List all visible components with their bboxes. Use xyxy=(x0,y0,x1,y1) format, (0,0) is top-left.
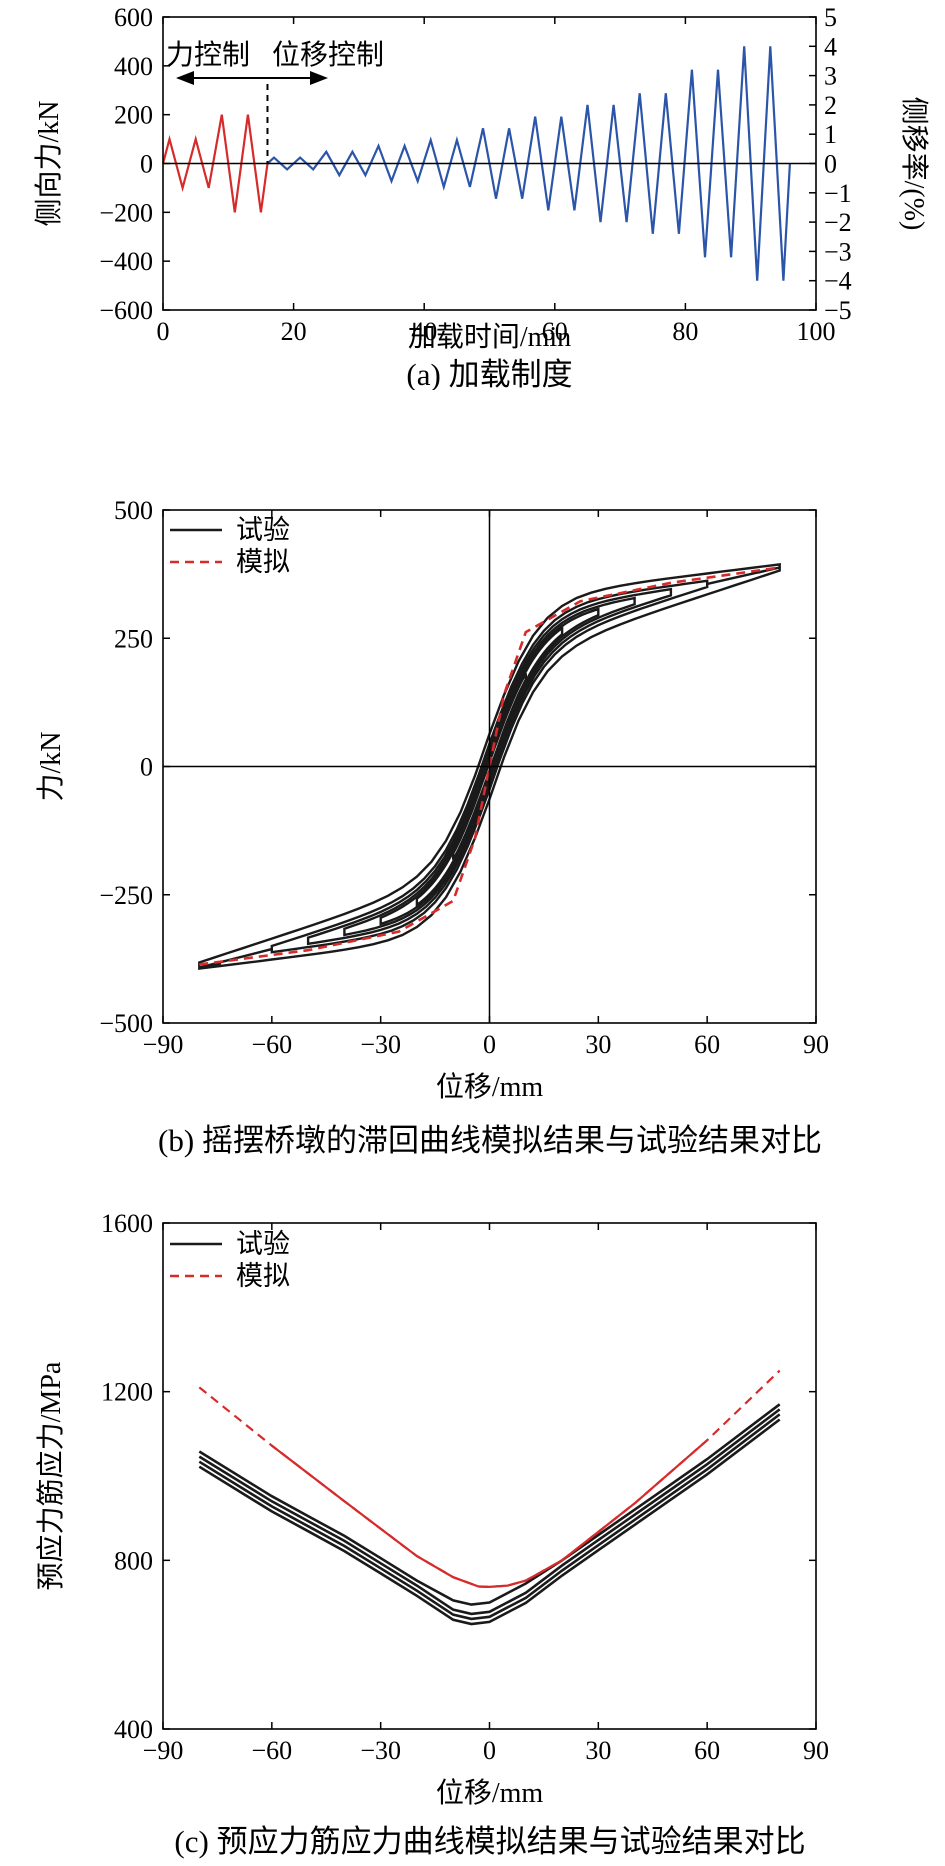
y-axis-label: 力/kN xyxy=(35,731,67,801)
caption: (c) 预应力筋应力曲线模拟结果与试验结果对比 xyxy=(174,1824,805,1859)
x-axis-label: 位移/mm xyxy=(436,1777,544,1809)
y2-tick-label: 5 xyxy=(824,3,837,32)
y2-tick-label: 3 xyxy=(824,62,837,91)
y-tick-label: 800 xyxy=(114,1546,153,1575)
x-tick-label: −60 xyxy=(251,1030,292,1059)
x-axis-label: 加载时间/min xyxy=(408,321,571,353)
x-tick-label: 90 xyxy=(803,1030,829,1059)
y-tick-label: 0 xyxy=(140,150,153,179)
x-tick-label: 30 xyxy=(585,1030,611,1059)
tendon-stress-chart: −90 −60 −30 0 30 60 90 400 800 1200 1600 试验 模拟 预应力… xyxy=(35,1209,829,1859)
legend-test-label: 试验 xyxy=(236,515,290,545)
x-tick-label: 60 xyxy=(694,1030,720,1059)
test-stress-curve xyxy=(198,1408,781,1616)
y-tick-label: −200 xyxy=(99,198,153,227)
y-axis-label: 预应力筋应力/MPa xyxy=(35,1361,67,1590)
y2-tick-label: 2 xyxy=(824,91,837,120)
y-tick-label: −600 xyxy=(99,296,153,325)
x-tick-label: 20 xyxy=(281,317,307,346)
x-tick-label: 90 xyxy=(803,1736,829,1765)
x-tick-label: 60 xyxy=(542,317,568,346)
x-tick-label: −90 xyxy=(143,1736,184,1765)
x-tick-label: −90 xyxy=(143,1030,184,1059)
y2-tick-label: 1 xyxy=(824,120,837,149)
y2-tick-label: −1 xyxy=(824,179,852,208)
y2-tick-label: −2 xyxy=(824,208,852,237)
test-hysteresis-loop xyxy=(343,596,636,937)
x-tick-label: −60 xyxy=(251,1736,292,1765)
displacement-control-series xyxy=(266,46,791,281)
y-axis-label: 侧向力/kN xyxy=(33,100,65,226)
y-tick-label: 500 xyxy=(114,496,153,525)
control-arrow-right-head xyxy=(310,71,328,85)
caption: (a) 加载制度 xyxy=(406,357,572,390)
y2-tick-label: −3 xyxy=(824,237,852,266)
test-hysteresis-loop xyxy=(270,579,709,954)
x-tick-label: −30 xyxy=(360,1736,401,1765)
legend-test-label: 试验 xyxy=(236,1229,290,1259)
x-tick-label: 60 xyxy=(694,1736,720,1765)
y2-tick-label: 4 xyxy=(824,32,837,61)
legend-sim-label: 模拟 xyxy=(236,1261,290,1291)
y2-axis-label: 侧移率/(%) xyxy=(898,97,930,231)
test-tip-neg xyxy=(199,947,273,969)
y-tick-label: 400 xyxy=(114,1715,153,1744)
test-hysteresis-loop xyxy=(306,587,673,946)
panel-a: 0 20 40 60 80 100 −600 −400 −200 0 200 400 600 −5 −4 −3… xyxy=(0,0,945,390)
y2-tick-label: 0 xyxy=(824,150,837,179)
y-tick-label: 400 xyxy=(114,52,153,81)
x-tick-label: 80 xyxy=(672,317,698,346)
y-tick-label: −500 xyxy=(99,1009,153,1038)
control-arrow-left-head xyxy=(176,71,194,85)
y-tick-label: 600 xyxy=(114,3,153,32)
y-tick-label: 200 xyxy=(114,101,153,130)
x-tick-label: −30 xyxy=(360,1030,401,1059)
y-tick-label: −400 xyxy=(99,247,153,276)
loading-protocol-chart: 0 20 40 60 80 100−600−400−2000200400600−5−4−3… xyxy=(33,3,930,390)
test-stress-curve xyxy=(198,1418,781,1626)
y-tick-label: 0 xyxy=(140,753,153,782)
y-tick-label: −250 xyxy=(99,881,153,910)
sim-stress-curve-solid xyxy=(271,1439,708,1589)
test-tip-pos xyxy=(706,566,780,586)
sim-series xyxy=(199,566,780,966)
hysteresis-chart: −90 −60 −30 0 30 60 90 −500 −250 0 250 500 试验 模拟 力/… xyxy=(35,496,829,1158)
legend-sim-label: 模拟 xyxy=(236,547,290,577)
panel-b: −90 −60 −30 0 30 60 90 −500 −250 0 250 500 试验 模拟 力/… xyxy=(0,480,945,1170)
y2-tick-label: −5 xyxy=(824,296,852,325)
y2-tick-label: −4 xyxy=(824,267,852,296)
y-tick-label: 1200 xyxy=(101,1378,153,1407)
x-tick-label: 100 xyxy=(797,317,836,346)
x-tick-label: 0 xyxy=(483,1736,496,1765)
x-tick-label: 0 xyxy=(483,1030,496,1059)
displacement-control-label: 位移控制 xyxy=(272,39,384,71)
plot-frame xyxy=(162,1222,817,1730)
x-axis-label: 位移/mm xyxy=(436,1071,544,1103)
y-tick-label: 1600 xyxy=(101,1209,153,1238)
x-tick-label: 0 xyxy=(157,317,170,346)
test-hysteresis-loop xyxy=(379,607,600,926)
test-stress-curve xyxy=(198,1403,781,1606)
y-tick-label: 250 xyxy=(114,624,153,653)
test-stress-curve xyxy=(198,1413,781,1621)
panel-c: −90 −60 −30 0 30 60 90 400 800 1200 1600 试验 模拟 预应力… xyxy=(0,1180,945,1866)
force-control-label: 力控制 xyxy=(166,39,250,71)
x-tick-label: 40 xyxy=(411,317,437,346)
test-hysteresis-loop xyxy=(198,563,781,970)
caption: (b) 摇摆桥墩的滞回曲线模拟结果与试验结果对比 xyxy=(158,1123,822,1158)
x-tick-label: 30 xyxy=(585,1736,611,1765)
